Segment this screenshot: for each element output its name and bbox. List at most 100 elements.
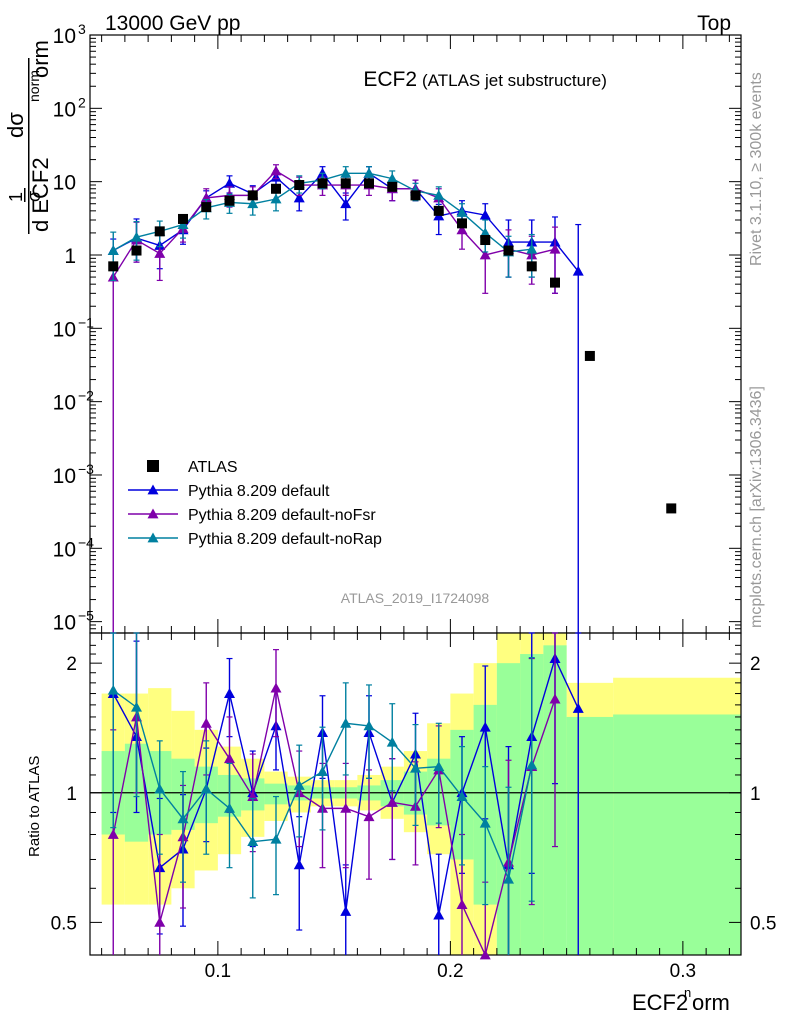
y-tick-exponent: −5 (78, 608, 94, 624)
pythia-norap-ratio-marker (200, 783, 212, 794)
pythia-nofsr-ratio-marker (340, 802, 352, 813)
atlas-data-marker (480, 235, 491, 246)
pythia-norap-ratio-marker (340, 717, 352, 728)
y-tick-label: 10 (53, 98, 76, 121)
y-tick-exponent: 3 (78, 21, 86, 37)
legend-atlas-marker (147, 460, 159, 472)
y-label-dsigma: dσ (3, 112, 28, 138)
pythia-nofsr-ratio-marker (363, 811, 375, 822)
atlas-data-marker (666, 503, 677, 514)
pythia-norap-marker (526, 243, 538, 254)
pythia-norap-marker (177, 219, 189, 229)
rivet-version-label: Rivet 3.1.10, ≥ 300k events (748, 72, 765, 266)
pythia-norap-marker (131, 231, 142, 242)
pythia-nofsr-marker (270, 165, 282, 176)
pythia-default-ratio-marker (479, 721, 491, 732)
atlas-data-marker (387, 181, 398, 192)
ratio-y-tick-label: 0.5 (51, 913, 77, 934)
x-tick-label: 0.2 (437, 961, 463, 982)
stat-uncertainty-band (566, 716, 614, 955)
ratio-panel: 0.1 0.2 0.3 0.5 0.5 1 1 2 2 (51, 619, 776, 982)
y-tick-label: 1 (64, 245, 76, 268)
legend-pythia-norap-label: Pythia 8.209 default-noRap (188, 531, 382, 548)
pythia-norap-ratio-marker (270, 833, 282, 844)
pythia-norap-ratio-marker (177, 813, 189, 824)
pythia-norap-ratio-marker (526, 759, 538, 770)
plot-title: ECF2 (363, 68, 417, 91)
pythia-norap-ratio-marker (363, 720, 375, 731)
pythia-norap-ratio-marker (107, 684, 119, 695)
atlas-data-marker (364, 178, 374, 189)
atlas-data-marker (224, 195, 235, 206)
y-label-one: 1 (6, 192, 26, 202)
y-tick-label: 10 (53, 172, 76, 195)
atlas-data-marker (550, 277, 560, 288)
pythia-nofsr-ratio-marker (456, 899, 468, 909)
y-tick-label: 10 (53, 538, 76, 561)
pythia-nofsr-ratio-marker (270, 682, 282, 693)
atlas-data-marker (108, 261, 119, 272)
pythia-norap-ratio-marker (224, 802, 235, 813)
ratio-y-tick-label-right: 1 (750, 784, 761, 805)
pythia-nofsr-ratio-marker (200, 717, 212, 728)
header-category-label: Top (697, 12, 731, 35)
atlas-data-marker (457, 218, 467, 229)
y-label-decf2: d ECF2 (28, 157, 53, 232)
pythia-norap-marker (479, 227, 491, 238)
legend: ATLAS Pythia 8.209 default Pythia 8.209 de… (128, 459, 382, 548)
pythia-default-marker (479, 209, 491, 220)
pythia-norap-marker (363, 167, 375, 178)
y-tick-exponent: −2 (78, 388, 94, 404)
y-tick-exponent: −3 (78, 461, 94, 477)
atlas-data-marker (201, 202, 212, 213)
atlas-data-marker (154, 226, 165, 237)
pythia-norap-ratio-marker (503, 873, 514, 884)
pythia-norap-ratio-marker (154, 783, 166, 794)
pythia-nofsr-ratio-marker (107, 829, 119, 839)
legend-pythia-nofsr-label: Pythia 8.209 default-noFsr (188, 507, 376, 524)
x-label-norm-sup: n (684, 985, 691, 1000)
atlas-data-marker (317, 178, 328, 189)
ratio-y-tick-label: 2 (66, 654, 77, 675)
atlas-data-marker (526, 261, 537, 272)
ratio-y-tick-label-right: 2 (750, 654, 761, 675)
y-label-norm-sup: norm (26, 70, 42, 102)
legend-pythia-nofsr-marker (147, 508, 159, 519)
x-tick-label: 0.3 (670, 961, 696, 982)
pythia-norap-marker (247, 198, 259, 209)
atlas-data-marker (271, 183, 281, 194)
y-tick-label: 10 (53, 612, 76, 635)
pythia-nofsr-marker (456, 224, 468, 235)
plot-subtitle: (ATLAS jet substructure) (422, 71, 607, 90)
analysis-id-label: ATLAS_2019_I1724098 (341, 590, 490, 606)
pythia-norap-ratio-marker (293, 779, 305, 790)
pythia-norap-marker (456, 206, 468, 217)
atlas-data-marker (131, 245, 142, 256)
pythia-default-ratio-marker (224, 688, 235, 698)
pythia-norap-ratio-marker (456, 791, 468, 801)
pythia-default-marker (340, 198, 352, 209)
legend-pythia-default-marker (147, 484, 159, 495)
pythia-nofsr-ratio-marker (549, 693, 561, 704)
pythia-nofsr-ratio-line (112, 687, 556, 958)
legend-pythia-norap-marker (147, 532, 159, 543)
y-label-sigma: σ (24, 191, 44, 202)
pythia-default-ratio-marker (433, 909, 445, 920)
ratio-y-tick-label: 1 (66, 784, 77, 805)
pythia-default-ratio-marker (340, 905, 352, 916)
pythia-nofsr-line (112, 170, 556, 278)
mcplots-citation-label: mcplots.cern.ch [arXiv:1306.3436] (748, 386, 765, 628)
pythia-norap-ratio-marker (433, 761, 445, 772)
pythia-norap-ratio-marker (317, 766, 328, 776)
pythia-norap-ratio-marker (131, 701, 142, 712)
legend-pythia-default-label: Pythia 8.209 default (188, 483, 330, 500)
pythia-norap-marker (270, 193, 282, 204)
pythia-norap-marker (433, 189, 445, 200)
pythia-norap-ratio-marker (410, 762, 421, 773)
main-y-axis-label: dσ d ECF2 norm orm 1 σ (3, 40, 53, 234)
x-axis-label: ECF2 n orm (632, 985, 730, 1015)
y-tick-label: 10 (53, 318, 76, 341)
pythia-default-marker (293, 192, 305, 203)
